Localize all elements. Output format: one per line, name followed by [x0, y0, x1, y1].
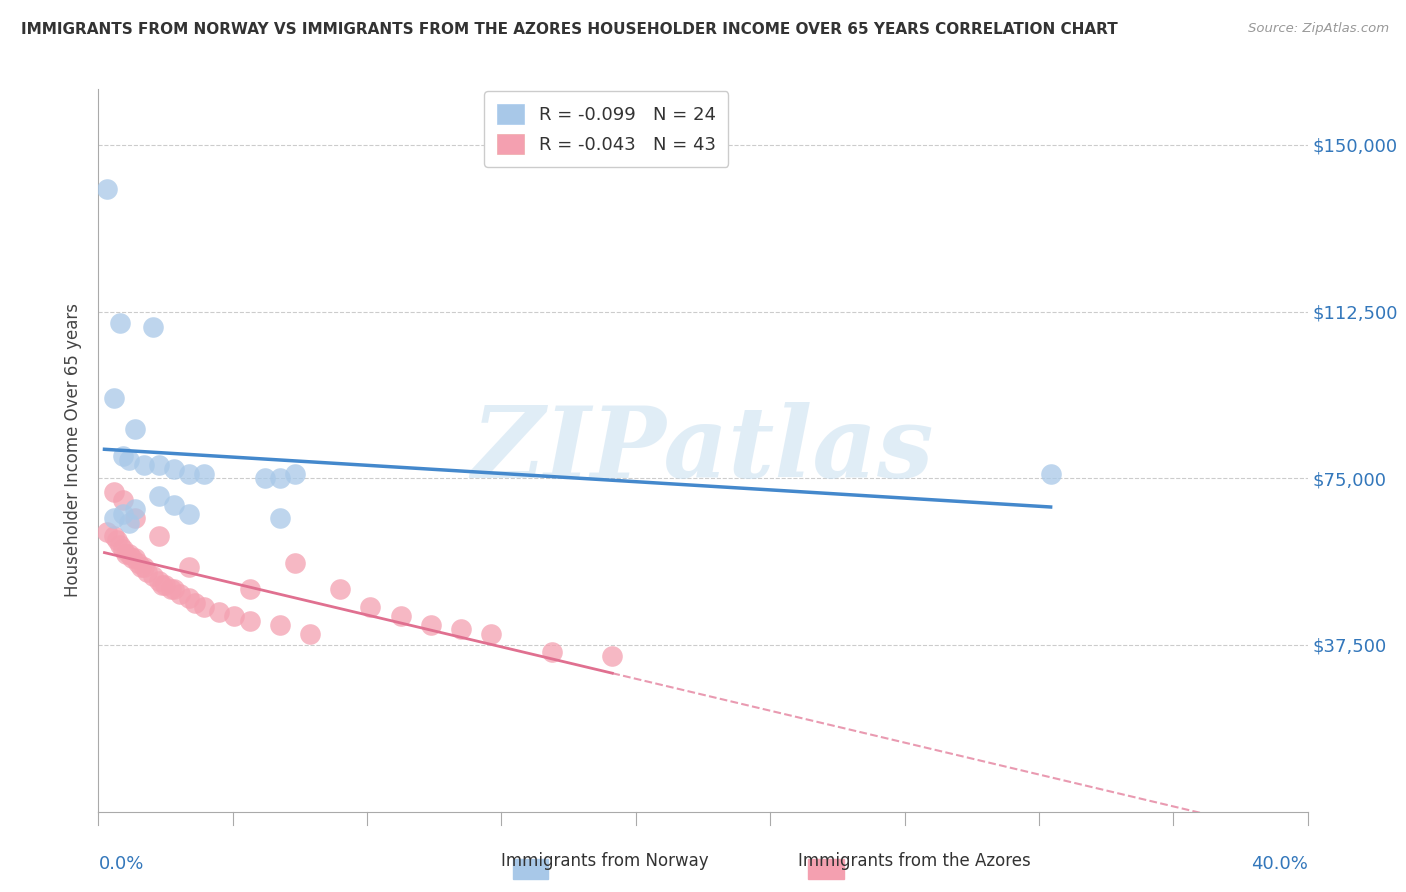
Point	[420, 618, 443, 632]
Point	[103, 391, 125, 405]
Point	[103, 484, 125, 499]
Point	[132, 458, 155, 472]
Point	[1039, 467, 1062, 481]
Point	[540, 645, 562, 659]
Point	[179, 560, 201, 574]
Point	[269, 511, 291, 525]
Point	[111, 507, 134, 521]
Point	[96, 182, 118, 196]
Point	[129, 560, 152, 574]
Point	[121, 551, 143, 566]
Point	[239, 614, 262, 628]
Point	[193, 600, 215, 615]
Point	[329, 582, 352, 597]
Point	[142, 569, 165, 583]
Point	[124, 502, 146, 516]
Point	[118, 516, 141, 530]
Point	[103, 511, 125, 525]
Point	[118, 453, 141, 467]
Point	[450, 623, 472, 637]
Y-axis label: Householder Income Over 65 years: Householder Income Over 65 years	[65, 303, 83, 598]
Point	[160, 582, 183, 597]
Point	[124, 551, 146, 566]
Point	[114, 547, 136, 561]
Point	[169, 587, 191, 601]
Point	[299, 627, 322, 641]
Point	[239, 582, 262, 597]
Point	[124, 422, 146, 436]
Point	[224, 609, 246, 624]
Point	[148, 574, 170, 588]
Point	[105, 533, 128, 548]
Point	[163, 582, 186, 597]
Text: Immigrants from the Azores: Immigrants from the Azores	[797, 852, 1031, 870]
Point	[208, 605, 231, 619]
Text: Immigrants from Norway: Immigrants from Norway	[501, 852, 709, 870]
Point	[150, 578, 173, 592]
Point	[118, 547, 141, 561]
Point	[184, 596, 207, 610]
Text: Source: ZipAtlas.com: Source: ZipAtlas.com	[1249, 22, 1389, 36]
Point	[148, 489, 170, 503]
Point	[360, 600, 382, 615]
Point	[148, 458, 170, 472]
Point	[111, 449, 134, 463]
Point	[179, 591, 201, 606]
Text: 0.0%: 0.0%	[98, 855, 143, 873]
Point	[163, 462, 186, 476]
Point	[193, 467, 215, 481]
Text: IMMIGRANTS FROM NORWAY VS IMMIGRANTS FROM THE AZORES HOUSEHOLDER INCOME OVER 65 : IMMIGRANTS FROM NORWAY VS IMMIGRANTS FRO…	[21, 22, 1118, 37]
Point	[153, 578, 176, 592]
Point	[602, 649, 624, 664]
Text: 40.0%: 40.0%	[1251, 855, 1308, 873]
Point	[179, 467, 201, 481]
Point	[284, 556, 307, 570]
Point	[127, 556, 149, 570]
Point	[389, 609, 412, 624]
Point	[253, 471, 276, 485]
Point	[179, 507, 201, 521]
Point	[148, 529, 170, 543]
Legend: R = -0.099   N = 24, R = -0.043   N = 43: R = -0.099 N = 24, R = -0.043 N = 43	[484, 91, 728, 167]
Point	[132, 560, 155, 574]
Point	[111, 542, 134, 557]
Point	[269, 471, 291, 485]
Point	[284, 467, 307, 481]
Point	[269, 618, 291, 632]
Point	[103, 529, 125, 543]
Point	[142, 320, 165, 334]
Point	[163, 498, 186, 512]
Point	[108, 316, 131, 330]
Point	[135, 565, 157, 579]
Point	[124, 511, 146, 525]
Point	[111, 493, 134, 508]
Point	[108, 538, 131, 552]
Point	[481, 627, 503, 641]
Text: ZIPatlas: ZIPatlas	[472, 402, 934, 499]
Point	[96, 524, 118, 539]
